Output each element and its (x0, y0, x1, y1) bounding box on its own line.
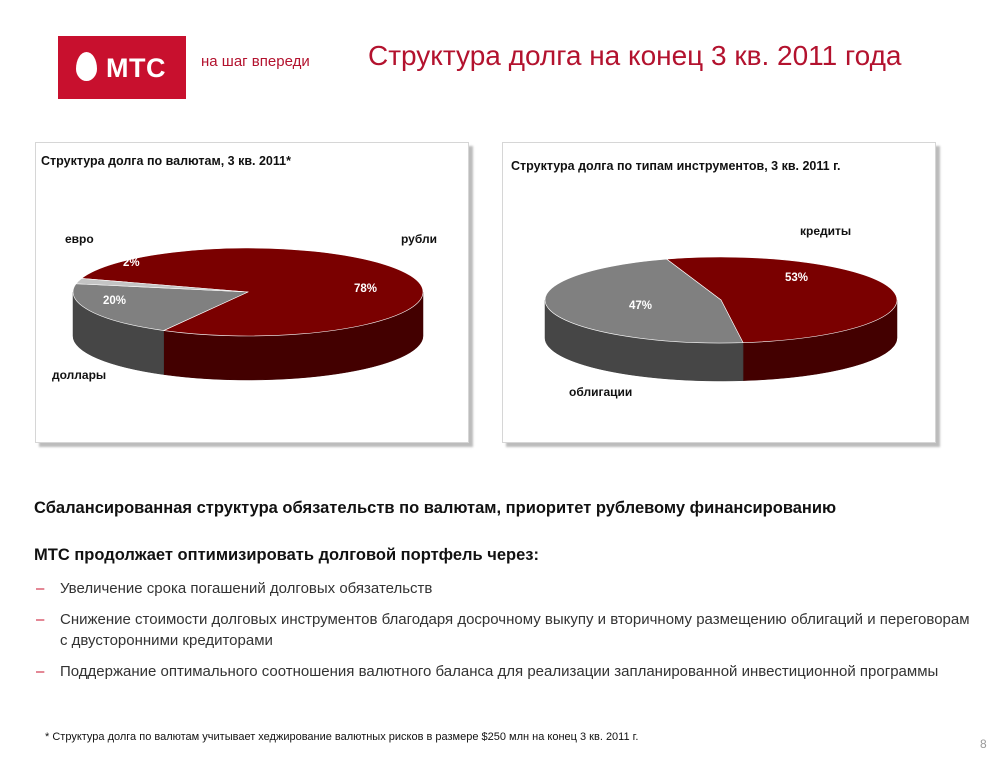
headline-optimization: МТС продолжает оптимизировать долговой п… (34, 546, 539, 564)
page-number: 8 (980, 737, 987, 751)
legend-label-bonds: облигации (569, 385, 633, 399)
bullet-item: – Поддержание оптимального соотношения ва… (36, 661, 976, 683)
currency-chart-title: Структура долга по валютам, 3 кв. 2011* (41, 154, 291, 168)
slide-title: Структура долга на конец 3 кв. 2011 года (368, 40, 902, 71)
bullet-text: Снижение стоимости долговых инструментов… (60, 610, 970, 650)
bullet-marker: – (36, 662, 45, 680)
tagline: на шаг впереди (201, 53, 310, 70)
pie-slice-1 (544, 258, 744, 344)
legend-label-loans: кредиты (800, 224, 852, 238)
bullet-marker: – (36, 580, 45, 597)
headline-balanced-structure: Сбалансированная структура обязательств … (34, 499, 837, 517)
bullet-text: Поддержание оптимального соотношения вал… (60, 662, 939, 680)
legend-label-rubles: рубли (401, 232, 437, 246)
bullet-item: – Снижение стоимости долговых инструменто… (36, 609, 976, 652)
data-label-loans: 53% (785, 272, 809, 284)
pie-slice-1 (72, 283, 249, 331)
legend-label-euro: евро (65, 232, 94, 246)
legend-label-dollars: доллары (52, 368, 107, 382)
instrument-pie-chart (544, 256, 898, 382)
data-label-dollars: 20% (103, 295, 127, 307)
data-label-rubles: 78% (354, 283, 378, 295)
currency-pie-chart (72, 247, 424, 381)
bullet-marker: – (36, 610, 45, 628)
data-label-euro: 2% (123, 257, 140, 269)
bullet-list: – Увеличение срока погашений долговых обя… (36, 578, 976, 691)
mts-logo: МТС (58, 36, 186, 99)
pie-slice-0 (80, 247, 424, 337)
footnote: * Структура долга по валютам учитывает х… (45, 731, 639, 743)
bullet-text: Увеличение срока погашений долговых обяз… (60, 580, 433, 597)
pie-slice-2 (75, 278, 249, 293)
instrument-chart-panel: Структура долга по типам инструментов, 3… (502, 142, 936, 443)
data-label-bonds: 47% (629, 300, 653, 312)
logo-text: МТС (106, 53, 166, 83)
bullet-item: – Увеличение срока погашений долговых обя… (36, 578, 976, 600)
instrument-chart-title: Структура долга по типам инструментов, 3… (511, 159, 841, 173)
pie-slice-0 (665, 256, 898, 343)
currency-chart-panel: Структура долга по валютам, 3 кв. 2011* … (35, 142, 469, 443)
egg-icon (76, 52, 97, 81)
